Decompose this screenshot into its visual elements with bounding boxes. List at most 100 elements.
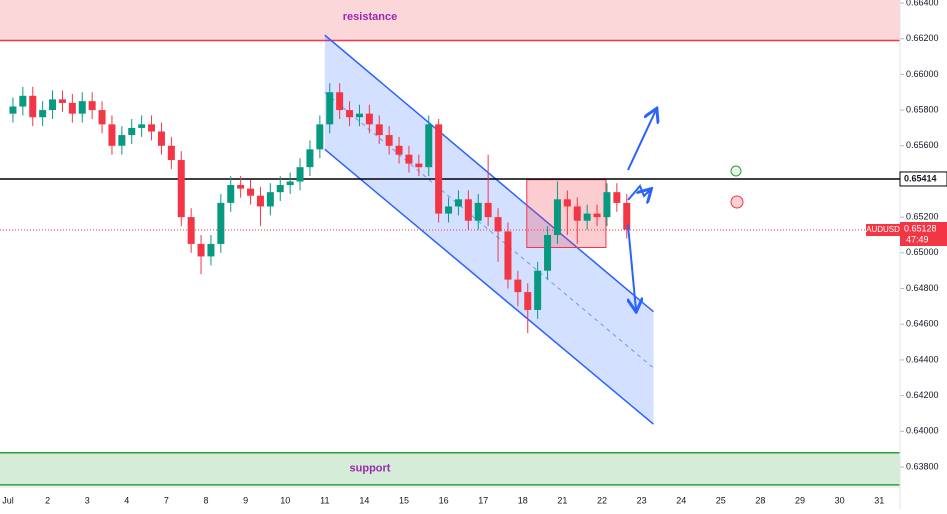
candle-body [276,185,284,193]
candle-body [395,145,403,155]
candle-body [237,185,245,189]
candle-body [425,124,433,168]
arrow [628,224,636,310]
candle-body [484,202,492,218]
x-tick-label: 14 [359,495,369,505]
candle-body [68,102,76,114]
candle-body [227,185,235,203]
candle-body [563,199,571,207]
candle-body [118,135,126,146]
candle-body [29,95,37,118]
x-tick-label: 30 [835,495,845,505]
x-tick-label: 22 [597,495,607,505]
candle-body [365,113,373,125]
x-tick-label: 11 [320,495,329,505]
x-tick-label: 2 [45,495,50,505]
level-tag [899,171,947,187]
candle-body [138,124,146,128]
candle-body [177,160,185,218]
candle-body [19,95,27,107]
candle-body [197,243,205,257]
candle-body [464,199,472,221]
candle-body [435,124,443,214]
candle-body [266,192,274,207]
price-tag [900,222,947,247]
candle-body [286,181,294,186]
x-tick-label: 31 [874,495,884,505]
candle-body [306,149,314,168]
candle-body [336,92,344,111]
x-tick-label: 28 [755,495,765,505]
candle-body [39,110,47,118]
x-tick-label: 3 [85,495,90,505]
x-tick-label: 16 [439,495,449,505]
y-tick-label: 0.66000 [906,69,939,79]
channel-line [324,34,654,313]
candle-body [375,124,383,136]
candle-body [148,124,156,132]
candle-body [494,217,502,232]
x-tick-label: 23 [637,495,647,505]
candle-body [49,99,57,111]
candle-body [534,270,542,310]
candle-body [98,110,106,125]
y-tick-label: 0.65800 [906,104,939,114]
x-tick-label: 4 [124,495,129,505]
candle-body [128,127,136,136]
candle-body [553,199,561,235]
candle-body [207,243,215,257]
y-tick-label: 0.65000 [906,247,939,257]
x-tick-label: 10 [280,495,290,505]
candle-body [187,217,195,244]
candle-body [623,202,631,230]
candle-body [78,101,86,114]
x-tick-label: 24 [676,495,686,505]
arrow [627,110,656,171]
level-label: 0.65414 [904,173,937,183]
candle-body [217,202,225,244]
y-tick-label: 0.64800 [906,283,939,293]
y-tick-label: 0.66400 [906,0,939,7]
candle-body [415,163,423,168]
y-tick-label: 0.64600 [906,319,939,329]
candle-body [593,213,601,218]
y-tick-label: 0.66200 [906,33,939,43]
marker-circle [730,195,744,209]
candle-body [544,235,552,271]
x-tick-label: 15 [399,495,409,505]
candle-body [247,188,255,196]
symbol-tag [866,224,900,237]
zone-label: support [350,463,391,475]
candle-body [385,135,393,146]
candle-body [514,279,522,293]
x-tick-label: 7 [164,495,169,505]
y-tick-label: 0.64200 [906,390,939,400]
candle-body [316,124,324,150]
marker-circle [730,165,742,177]
candle-body [583,213,591,221]
x-tick-label: Jul [2,495,14,505]
y-tick-label: 0.64400 [906,354,939,364]
price-label: 0.65128 [904,223,937,233]
symbol-label: AUDUSD [866,225,900,234]
candle-body [445,206,453,214]
zone-label: resistance [343,11,397,23]
x-tick-label: 18 [518,495,528,505]
candle-body [613,192,621,203]
x-tick-label: 21 [557,495,567,505]
x-tick-label: 29 [795,495,805,505]
candle-body [573,206,581,221]
candle-body [88,101,96,111]
candle-body [58,99,66,103]
candle-body [167,145,175,161]
y-tick-label: 0.65600 [906,140,939,150]
candle-body [474,202,482,221]
candle-body [355,113,363,118]
countdown: 47:49 [906,234,929,244]
channel-line [324,148,654,425]
y-tick-label: 0.64000 [906,426,939,436]
candle-body [9,106,17,114]
x-tick-label: 17 [478,495,488,505]
candle-body [504,231,512,280]
candle-body [108,124,116,146]
